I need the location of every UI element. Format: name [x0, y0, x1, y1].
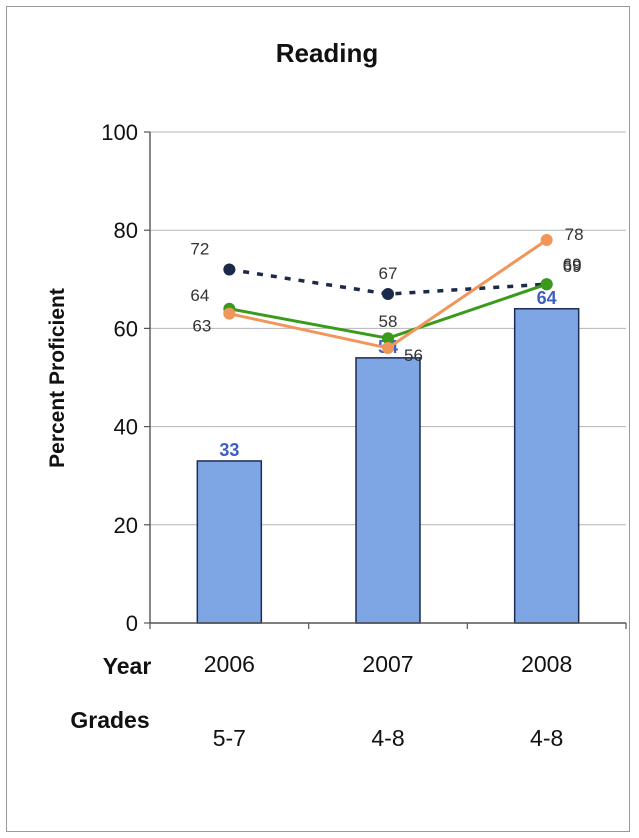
grade-label: 4-8	[371, 725, 404, 751]
series-3-point	[223, 307, 236, 320]
y-tick-label: 60	[114, 316, 138, 341]
bar-2008	[513, 308, 580, 624]
grade-label: 5-7	[213, 725, 246, 751]
series-1-label: 72	[190, 239, 209, 258]
series-2-label: 64	[190, 286, 209, 305]
series-1-label: 67	[379, 264, 398, 283]
chart-title: Reading	[276, 38, 379, 68]
series-line-1	[229, 267, 547, 296]
x-axis-label: Year	[103, 653, 152, 679]
x-category-label: 2008	[521, 651, 572, 677]
grades-row-label: Grades	[70, 707, 149, 733]
y-tick-label: 80	[114, 218, 138, 243]
x-labels: 2006 5-7 2007 4-8 2008 4-8	[204, 651, 573, 751]
series-1-label: 69	[563, 255, 582, 274]
y-tick-label: 100	[101, 120, 138, 145]
y-tick-label: 0	[126, 611, 138, 636]
series-1-point	[223, 263, 236, 276]
y-axis-label: Percent Proficient	[46, 288, 69, 468]
series-2-point	[540, 278, 553, 291]
series-1-point	[382, 288, 394, 301]
series-3-label: 78	[565, 225, 584, 244]
series-2-point	[382, 332, 394, 345]
series-3-point	[382, 342, 394, 355]
x-category-label: 2007	[362, 651, 413, 677]
bar-value-label: 64	[537, 288, 557, 308]
y-tick-label: 20	[114, 513, 138, 538]
bar-value-label: 33	[219, 440, 239, 460]
series-3-label: 63	[192, 317, 211, 336]
bar-2006	[196, 460, 263, 624]
series-2-label: 69	[563, 257, 582, 276]
series-3-label: 56	[404, 346, 423, 365]
bars: 335464	[196, 288, 580, 624]
y-ticks: 0 20 40 60 80 100	[101, 120, 150, 636]
grade-label: 4-8	[530, 725, 563, 751]
x-category-label: 2006	[204, 651, 255, 677]
y-tick-label: 40	[114, 415, 138, 440]
bar-2007	[355, 357, 421, 624]
series-3-point	[540, 234, 553, 247]
axes	[149, 132, 627, 629]
series-2-label: 58	[379, 312, 398, 331]
